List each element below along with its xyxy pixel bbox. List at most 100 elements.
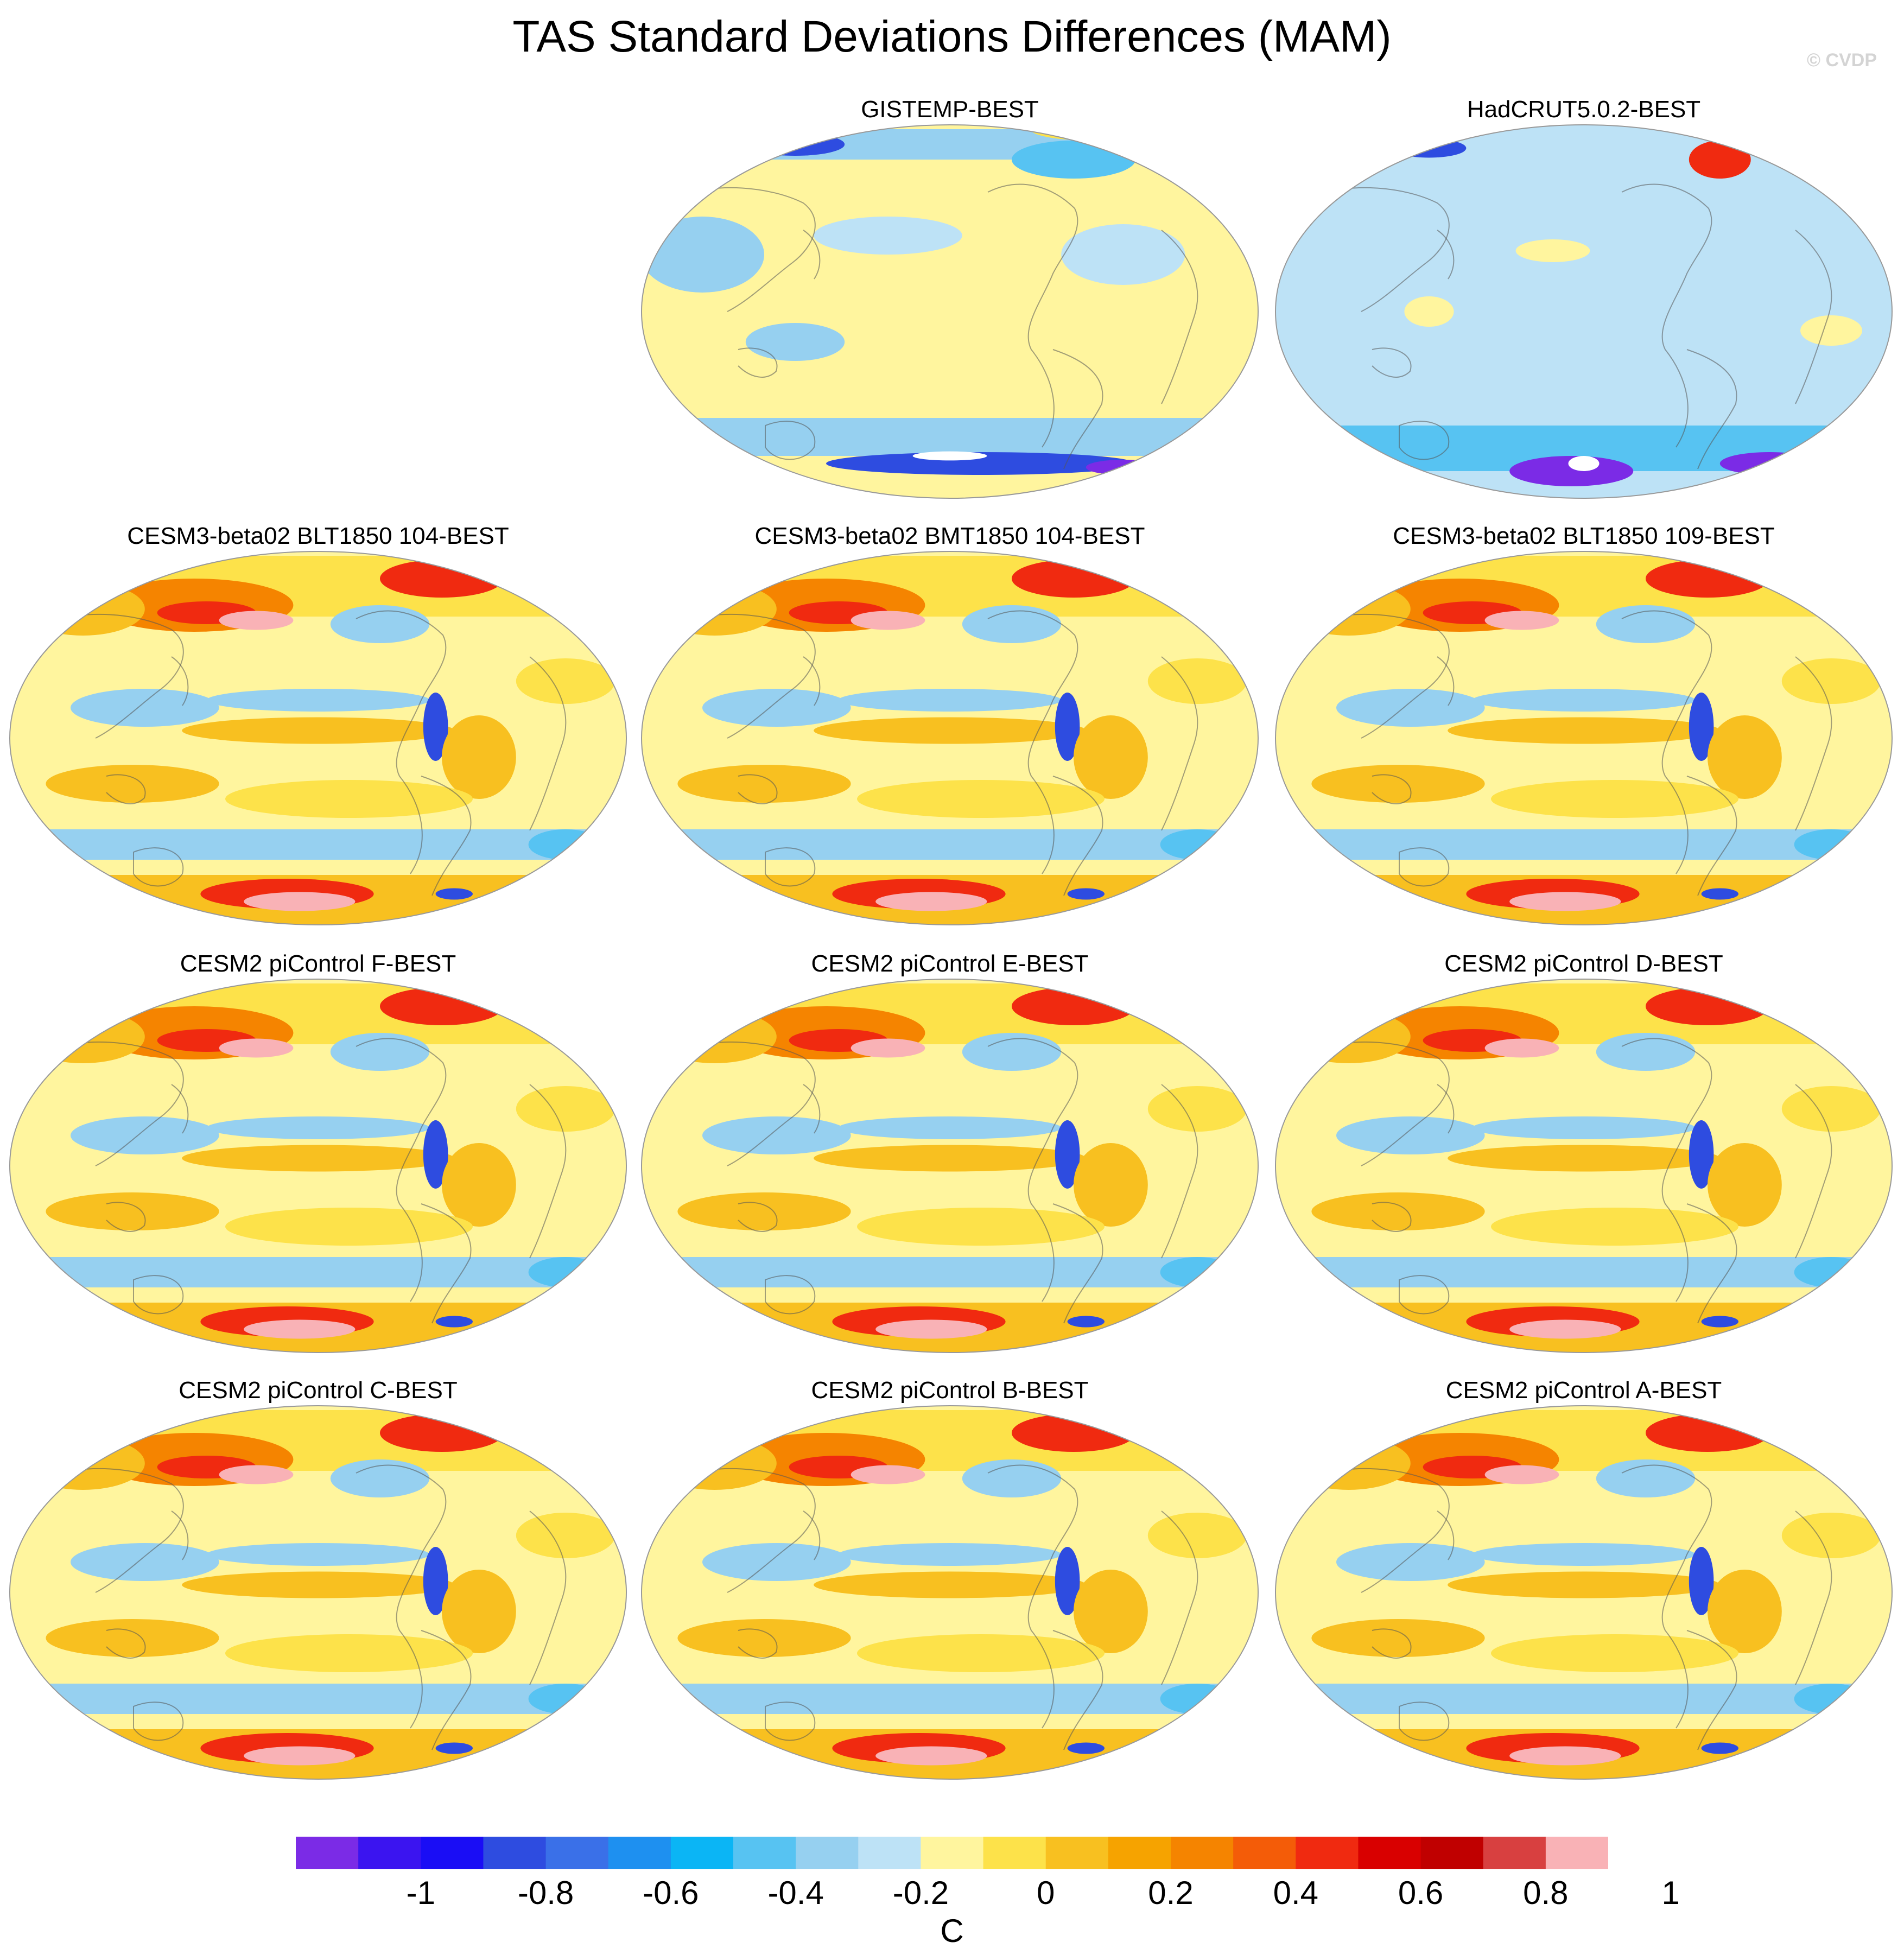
kuroshio-peak — [851, 1038, 925, 1058]
map-border — [9, 979, 627, 1353]
coastline-5 — [1795, 1510, 1832, 1685]
panel-title: CESM2 piControl F-BEST — [180, 950, 456, 977]
map-panel: CESM2 piControl E-BEST — [640, 950, 1259, 1373]
peru-upwelling — [423, 693, 448, 761]
greenland-anomaly — [1646, 560, 1769, 598]
kuroshio-peak — [1484, 611, 1559, 630]
kuroshio-peak — [1484, 1038, 1559, 1058]
colorbar-tick-label: -1 — [406, 1875, 435, 1911]
coastline-6 — [803, 230, 821, 280]
coastline-3 — [106, 1628, 146, 1659]
coastline-6 — [1437, 230, 1455, 280]
antarctic-peak — [1509, 1746, 1621, 1766]
map-projection — [1275, 551, 1893, 925]
southern-ocean-band — [1275, 1257, 1892, 1287]
north-america-low — [962, 1459, 1062, 1497]
colorbar-tick-label: 0.2 — [1148, 1875, 1194, 1911]
antarctic-low — [826, 452, 1135, 475]
panel-title: CESM2 piControl D-BEST — [1444, 950, 1723, 977]
equatorial-band — [1448, 1145, 1720, 1172]
indian-ocean-anomaly — [677, 1619, 851, 1657]
africa-anomaly — [1781, 1513, 1881, 1558]
colorbar-swatch — [1233, 1837, 1296, 1869]
coastline-2 — [672, 187, 816, 312]
map-panel: CESM2 piControl D-BEST — [1274, 950, 1893, 1373]
indian-ocean-anomaly — [1311, 1192, 1485, 1230]
maritime-continent-low — [71, 689, 219, 727]
greenland-anomaly — [380, 560, 504, 598]
panel-title: CESM2 piControl A-BEST — [1445, 1377, 1722, 1404]
peru-upwelling — [1689, 693, 1714, 761]
kuroshio-peak — [851, 611, 925, 630]
coastline-2 — [1306, 1468, 1450, 1593]
colorbar-swatch — [983, 1837, 1046, 1869]
kuroshio-peak — [1484, 1465, 1559, 1484]
colorbar-swatch — [733, 1837, 796, 1869]
map-projection — [9, 1405, 627, 1780]
panel-title: CESM2 piControl B-BEST — [811, 1377, 1089, 1404]
map-border — [641, 124, 1259, 499]
coastline-6 — [1437, 656, 1455, 706]
weddell-low — [1701, 888, 1738, 900]
south-atlantic-low — [1160, 1257, 1235, 1287]
south-atlantic-low — [528, 1257, 603, 1287]
missing-data — [912, 451, 987, 461]
coastline-4 — [765, 1702, 816, 1741]
coastline-3 — [738, 774, 778, 804]
coastline-5 — [1795, 1084, 1832, 1259]
africa-anomaly — [1781, 658, 1881, 704]
north-pacific-low — [814, 217, 962, 255]
kuroshio-peak — [851, 1465, 925, 1484]
colorbar-swatch — [545, 1837, 609, 1869]
south-pacific-anomaly — [225, 1208, 473, 1246]
colorbar-swatch — [421, 1837, 484, 1869]
coastline-6 — [803, 1510, 821, 1560]
south-pacific-anomaly — [857, 780, 1105, 818]
barents-anomaly — [516, 560, 578, 590]
coastline-1 — [421, 776, 472, 896]
coastline-5 — [529, 1084, 567, 1259]
southern-ocean-band — [1275, 829, 1892, 860]
equatorial-band — [814, 1571, 1086, 1598]
coastline-0 — [1621, 183, 1712, 448]
coastline-2 — [1306, 187, 1450, 312]
antarctic-peak — [1509, 892, 1621, 911]
coastline-5 — [1795, 656, 1832, 831]
south-pacific-anomaly — [857, 1634, 1105, 1672]
coastline-5 — [529, 1510, 567, 1685]
copyright-watermark: © CVDP — [1807, 50, 1877, 71]
coastline-2 — [1306, 1041, 1450, 1166]
coastline-4 — [1399, 421, 1450, 460]
coastline-0 — [987, 1464, 1078, 1729]
atlantic-low — [1061, 224, 1185, 285]
peru-upwelling — [423, 1120, 448, 1189]
map-projection — [1275, 124, 1893, 499]
coastline-4 — [1399, 1275, 1450, 1315]
coastline-6 — [171, 1510, 189, 1560]
coastline-0 — [987, 610, 1078, 874]
kuroshio-peak — [219, 611, 294, 630]
coastline-6 — [1437, 1084, 1455, 1134]
south-america-anomaly — [442, 1143, 516, 1227]
indian-ocean-anomaly — [46, 1192, 219, 1230]
coastline-1 — [1686, 1203, 1737, 1324]
coastline-4 — [133, 1702, 184, 1741]
coastline-3 — [106, 1202, 146, 1232]
south-atlantic-low — [528, 1684, 603, 1714]
coastline-1 — [1686, 1630, 1737, 1750]
equatorial-pacific-low — [206, 1543, 430, 1566]
antarctic-peak — [244, 1746, 356, 1766]
equatorial-band — [814, 717, 1086, 744]
southern-ocean-band — [10, 1257, 626, 1287]
south-atlantic-low — [1160, 1684, 1235, 1714]
indian-ocean-anomaly — [1311, 1619, 1485, 1657]
map-panel: CESM3-beta02 BLT1850 104-BEST — [9, 522, 627, 945]
coastline-1 — [421, 1203, 472, 1324]
north-america-low — [330, 605, 430, 643]
coastline-0 — [1621, 1038, 1712, 1302]
south-atlantic-low — [1794, 829, 1869, 860]
north-america-low — [962, 605, 1062, 643]
coastline-3 — [738, 347, 778, 378]
south-america-anomaly — [442, 1570, 516, 1653]
south-atlantic-low — [1794, 1257, 1869, 1287]
